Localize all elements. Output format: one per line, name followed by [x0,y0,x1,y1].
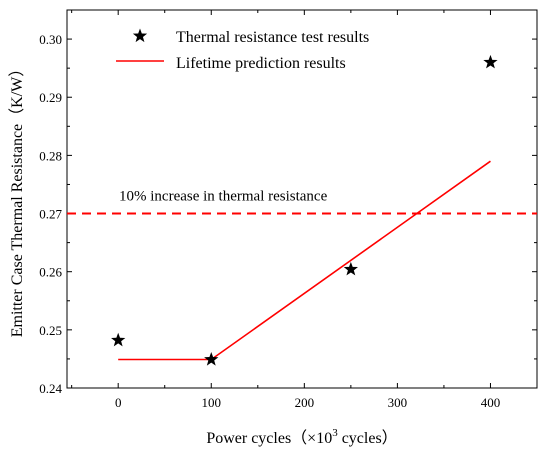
x-tick-label: 0 [115,395,122,410]
legend-label: Thermal resistance test results [176,29,369,46]
x-tick-label: 300 [388,395,408,410]
x-axis-title: Power cycles（×103 cycles） [206,427,397,447]
y-tick-label: 0.24 [39,381,62,396]
test-result-point [204,352,219,366]
x-tick-label: 100 [202,395,222,410]
series-layer [111,54,498,366]
legend: Thermal resistance test results Lifetime … [116,28,369,72]
y-tick-label: 0.30 [39,32,62,47]
x-tick-label: 200 [295,395,315,410]
x-tick-label: 400 [481,395,501,410]
y-tick-label: 0.28 [39,148,62,163]
threshold: 10% increase in thermal resistance [67,189,537,215]
axis-ticks: 0 100 200 300 400 0.24 0.25 0.26 0.27 0.28 0.29 0.3… [39,10,538,410]
y-tick-label: 0.27 [39,207,62,222]
plot-frame [66,9,538,389]
threshold-label: 10% increase in thermal resistance [119,189,328,205]
y-tick-label: 0.25 [39,323,62,338]
test-result-point [343,261,358,276]
legend-label: Lifetime prediction results [176,55,346,72]
y-axis-title: Emitter Case Thermal Resistance（K/W） [8,61,26,338]
test-result-point [483,54,498,69]
legend-marker-star [132,28,148,43]
test-result-point [111,332,126,347]
y-tick-label: 0.26 [39,265,62,280]
y-tick-label: 0.29 [39,90,62,105]
